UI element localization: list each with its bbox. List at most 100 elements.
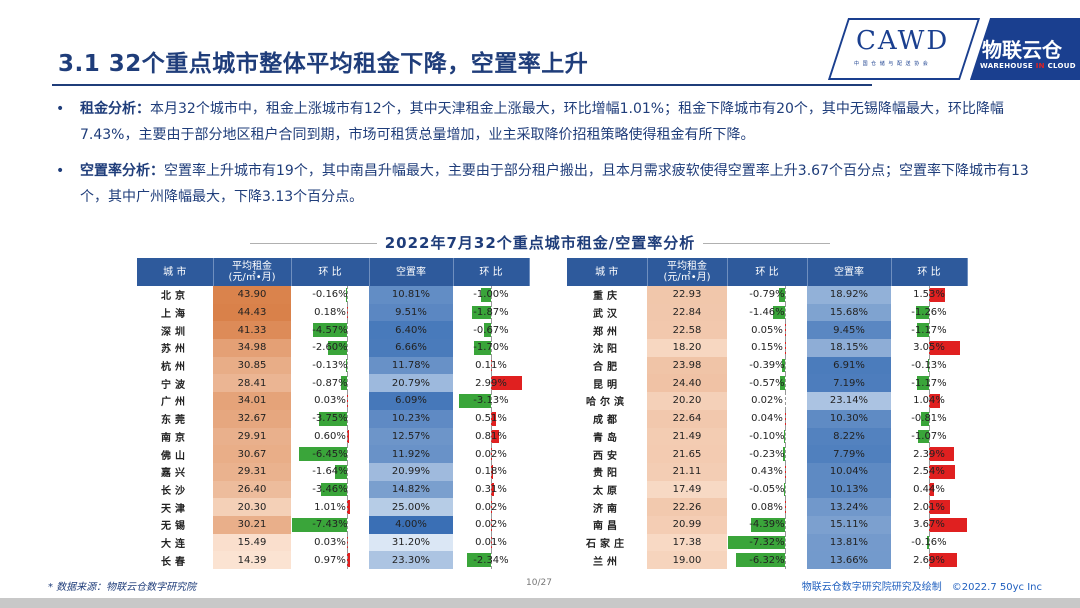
table-row: 哈尔滨 20.20 0.02% 23.14% 1.04% — [567, 392, 967, 410]
mom-change-value: 0.05% — [751, 324, 783, 336]
city-cell: 兰州 — [593, 556, 621, 568]
header-rent-mom: 环 比 — [727, 258, 808, 286]
mom-change-value: 0.02% — [475, 448, 507, 460]
bar-axis — [491, 462, 492, 481]
logo: CAWD 中 国 仓 储 与 配 送 协 会 物联云仓 WAREHOUSE IN… — [827, 18, 1080, 80]
increase-bar — [929, 341, 961, 355]
table-row: 合肥 23.98 -0.39% 6.91% -0.13% — [567, 356, 967, 375]
bar-axis — [929, 462, 930, 481]
vacancy-cell: 13.81% — [807, 533, 891, 552]
mom-change-cell: 0.02% — [453, 498, 529, 516]
table-row: 石家庄 17.38 -7.32% 13.81% -0.16% — [567, 533, 967, 552]
mom-change-cell: -1.26% — [891, 303, 967, 322]
mom-change-value: -6.45% — [312, 448, 348, 460]
mom-change-cell: -3.13% — [453, 392, 529, 410]
city-cell: 长春 — [161, 556, 189, 568]
mom-change-cell: -2.34% — [453, 551, 529, 569]
decrease-bar — [480, 288, 491, 302]
mom-change-cell: 0.97% — [291, 551, 369, 569]
mom-change-cell: 0.01% — [453, 533, 529, 552]
title-underline — [52, 84, 872, 86]
header-rent-l1: 平均租金 — [232, 261, 272, 272]
bar-axis — [347, 445, 349, 463]
decrease-bar — [346, 358, 348, 373]
bar-axis — [347, 498, 349, 516]
mom-change-cell: 0.11% — [453, 356, 529, 375]
decrease-bar — [783, 429, 785, 444]
bar-axis — [491, 409, 492, 428]
table-row: 广州 34.01 0.03% 6.09% -3.13% — [137, 392, 529, 410]
city-cell: 南昌 — [593, 521, 621, 533]
vacancy-cell: 18.92% — [807, 286, 891, 304]
mom-change-value: 1.04% — [913, 395, 945, 407]
vacancy-cell: 7.79% — [807, 445, 891, 463]
mom-change-cell: 0.60% — [291, 427, 369, 446]
city-cell: 成都 — [593, 415, 621, 427]
city-cell: 深圳 — [161, 326, 189, 338]
mom-change-value: 0.18% — [314, 307, 346, 319]
vacancy-cell: 10.30% — [807, 409, 891, 428]
decrease-bar — [291, 517, 348, 532]
mom-change-cell: -1.64% — [291, 462, 369, 481]
mom-change-cell: -1.87% — [453, 303, 529, 322]
mom-change-value: 2.69% — [913, 554, 945, 566]
decrease-bar — [471, 305, 491, 320]
bar-axis — [347, 356, 349, 375]
vacancy-cell: 10.04% — [807, 462, 891, 481]
bar-axis — [929, 321, 930, 340]
mom-change-cell: -0.10% — [727, 427, 807, 446]
table-row: 南京 29.91 0.60% 12.57% 0.81% — [137, 427, 529, 446]
mom-change-value: 0.02% — [475, 501, 507, 513]
city-cell: 大连 — [161, 538, 189, 550]
vacancy-cell: 10.81% — [369, 286, 453, 304]
mom-change-cell: -0.16% — [891, 533, 967, 552]
mom-change-value: -4.57% — [312, 324, 348, 336]
decrease-bar — [927, 358, 929, 373]
table-row: 西安 21.65 -0.23% 7.79% 2.39% — [567, 445, 967, 463]
table-header-row: 城 市 平均租金 (元/㎡•月) 环 比 空置率 环 比 — [137, 258, 530, 286]
increase-bar — [491, 429, 500, 444]
bar-axis — [929, 374, 930, 393]
increase-bar — [347, 553, 350, 567]
vacancy-cell: 20.99% — [369, 462, 453, 481]
bar-axis — [929, 286, 930, 304]
decrease-bar — [327, 341, 348, 355]
rent-cell: 18.20 — [647, 339, 727, 357]
bullet-text: 空置率上升城市有19个，其中南昌升幅最大，主要由于部分租户搬出，且本月需求疲软使… — [80, 163, 1029, 205]
table-row: 重庆 22.93 -0.79% 18.92% 1.53% — [567, 286, 967, 304]
decrease-bar — [312, 323, 348, 338]
mom-change-cell: 2.99% — [453, 374, 529, 393]
city-cell: 杭州 — [161, 362, 189, 374]
increase-bar — [929, 482, 934, 497]
mom-change-value: 0.44% — [913, 483, 945, 495]
rent-cell: 20.99 — [647, 515, 727, 534]
mom-change-cell: 0.03% — [291, 392, 369, 410]
table-header-row: 城 市 平均租金 (元/㎡•月) 环 比 空置率 环 比 — [567, 258, 968, 286]
rent-cell: 21.65 — [647, 445, 727, 463]
logo-cawd-sub: 中 国 仓 储 与 配 送 协 会 — [854, 61, 929, 67]
bar-axis — [784, 303, 786, 322]
increase-bar — [929, 464, 956, 479]
mom-change-value: -0.23% — [749, 448, 785, 460]
vacancy-cell: 12.57% — [369, 427, 453, 446]
decrease-bar — [298, 447, 348, 461]
mom-change-cell: -1.46% — [727, 303, 807, 322]
mom-change-cell: -0.39% — [727, 356, 807, 375]
increase-bar — [347, 500, 351, 514]
rent-vacancy-table-left: 城 市 平均租金 (元/㎡•月) 环 比 空置率 环 比 北京 43.90 -0.16… — [137, 258, 530, 569]
decrease-bar — [458, 394, 491, 408]
vacancy-cell: 6.40% — [369, 321, 453, 340]
mom-change-value: 0.02% — [751, 395, 783, 407]
city-cell: 合肥 — [593, 362, 621, 374]
mom-change-value: 0.18% — [475, 466, 507, 478]
mom-change-cell: 0.05% — [727, 321, 807, 340]
city-cell: 青岛 — [593, 432, 621, 444]
city-cell: 无锡 — [161, 521, 189, 533]
rent-cell: 22.58 — [647, 321, 727, 340]
mom-change-value: -0.13% — [911, 360, 947, 372]
bar-axis — [929, 356, 930, 375]
bar-axis — [491, 374, 492, 393]
bar-axis — [784, 480, 786, 499]
table-row: 上海 44.43 0.18% 9.51% -1.87% — [137, 303, 529, 322]
vacancy-cell: 15.68% — [807, 303, 891, 322]
